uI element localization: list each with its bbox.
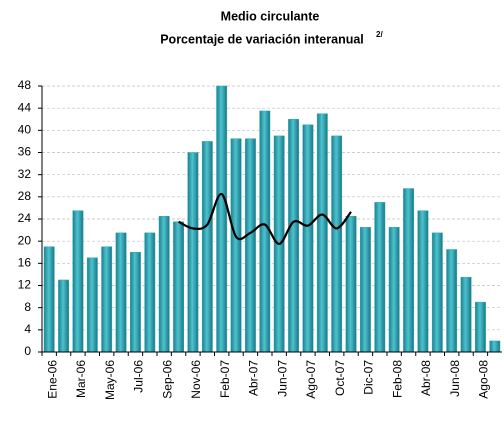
y-tick-label: 36: [18, 145, 32, 159]
x-tick-label: Nov-06: [189, 360, 203, 399]
y-tick-label: 48: [18, 78, 32, 92]
bar: [431, 232, 443, 353]
bar: [173, 221, 184, 353]
bar: [58, 279, 69, 353]
bar: [331, 135, 343, 353]
bar: [216, 85, 228, 353]
x-tick-label: Ene-06: [45, 360, 59, 399]
bar: [460, 276, 472, 353]
bar: [360, 227, 371, 353]
x-tick-label: Mar-06: [74, 360, 88, 398]
bar: [388, 227, 400, 353]
y-tick-label: 0: [24, 344, 31, 358]
x-tick-label: Abr-07: [247, 360, 261, 396]
x-tick-label: Oct-07: [333, 360, 347, 396]
bar: [475, 301, 486, 353]
bar: [446, 249, 458, 353]
y-tick-label: 24: [18, 211, 32, 225]
bar: [101, 246, 113, 353]
bar: [230, 138, 242, 353]
x-tick-label: May-06: [103, 360, 117, 400]
bar: [158, 215, 170, 353]
chart-subtitle: Porcentaje de variación interanual: [160, 32, 364, 46]
y-tick-label: 44: [18, 100, 32, 114]
bar: [72, 210, 84, 353]
bar: [245, 138, 256, 353]
bar: [288, 119, 299, 353]
bar: [86, 257, 98, 353]
x-tick-label: Abr-08: [419, 360, 433, 396]
bar: [201, 141, 213, 353]
x-tick-label: Sep-06: [160, 360, 174, 399]
x-tick-label: Feb-07: [218, 360, 232, 398]
bar: [374, 202, 386, 353]
y-tick-label: 32: [18, 167, 32, 181]
line: [178, 192, 352, 246]
bar: [43, 246, 55, 353]
y-tick-label: 20: [18, 233, 32, 247]
y-tick-label: 4: [24, 322, 31, 336]
bar: [187, 152, 199, 353]
bar: [115, 232, 127, 353]
y-tick-label: 8: [24, 300, 31, 314]
x-tick-label: Jun-07: [275, 360, 289, 397]
x-tick-label: Dic-07: [362, 360, 376, 395]
y-tick-label: 40: [18, 123, 32, 137]
bar: [403, 188, 414, 353]
bar: [302, 124, 314, 353]
subtitle-superscript: 2/: [376, 30, 383, 39]
bar: [144, 232, 156, 353]
x-tick-label: Ago-07: [304, 360, 318, 399]
bar: [316, 113, 328, 353]
chart-title: Medio circulante: [221, 9, 320, 23]
x-tick-label: Jun-08: [448, 360, 462, 397]
bar: [345, 215, 357, 353]
y-tick-label: 16: [18, 256, 32, 270]
x-tick-label: Ago-08: [477, 360, 491, 399]
y-tick-label: 28: [18, 189, 32, 203]
bar: [259, 110, 271, 353]
x-tick-label: Jul-06: [132, 360, 146, 393]
bar: [417, 210, 429, 353]
x-tick-label: Feb-08: [390, 360, 404, 398]
bar: [489, 340, 501, 353]
bar: [130, 252, 141, 353]
y-tick-label: 12: [18, 278, 32, 292]
